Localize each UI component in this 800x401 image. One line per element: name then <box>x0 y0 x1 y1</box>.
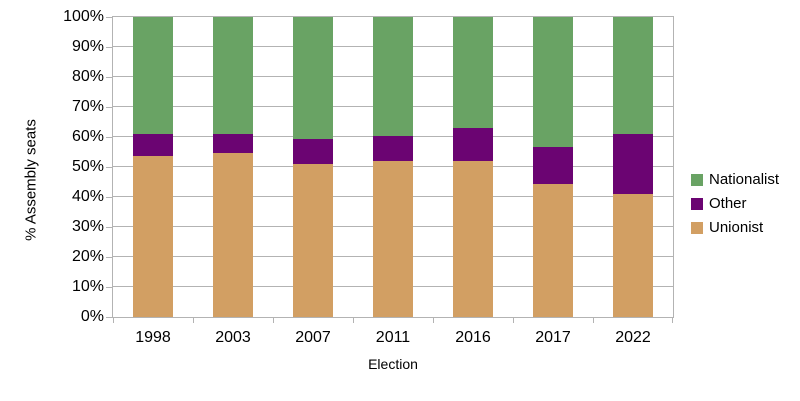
y-tick-label: 90% <box>71 38 104 55</box>
y-tick <box>106 167 113 168</box>
bar-segment-other <box>373 136 413 162</box>
x-tick-label: 1998 <box>135 329 171 346</box>
legend-label: Other <box>709 195 747 212</box>
bar-slot-2011 <box>353 17 433 317</box>
bar-slot-2017 <box>513 17 593 317</box>
y-tick-label: 80% <box>71 68 104 85</box>
x-tick-label: 2007 <box>295 329 331 346</box>
y-tick-label: 70% <box>71 98 104 115</box>
x-tick-label: 2022 <box>615 329 651 346</box>
bar-2016 <box>453 17 493 317</box>
legend: Nationalist Other Unionist <box>691 171 779 236</box>
bar-slot-2016 <box>433 17 513 317</box>
bar-segment-nationalist <box>293 17 333 140</box>
y-tick-label: 50% <box>71 158 104 175</box>
y-axis-tick-labels: 0% 10% 20% 30% 40% 50% 60% 70% 80% 90% 100% <box>0 9 104 325</box>
bar-1998 <box>133 17 173 317</box>
bar-segment-unionist <box>533 183 573 317</box>
x-tick <box>672 317 673 323</box>
bar-2011 <box>373 17 413 317</box>
plot-area <box>106 16 674 323</box>
bar-slot-2007 <box>273 17 353 317</box>
legend-item-nationalist: Nationalist <box>691 171 779 188</box>
bar-slot-2003 <box>193 17 273 317</box>
x-axis-title: Election <box>368 356 418 372</box>
bar-slot-1998 <box>113 17 193 317</box>
x-tick-label: 2017 <box>535 329 571 346</box>
bar-2017 <box>533 17 573 317</box>
bar-segment-unionist <box>133 155 173 317</box>
x-tick <box>353 317 354 323</box>
bar-segment-other <box>293 139 333 165</box>
x-tick <box>113 317 114 323</box>
y-tick-label: 60% <box>71 128 104 145</box>
y-tick <box>106 77 113 78</box>
bar-segment-nationalist <box>453 17 493 129</box>
x-axis-tick-labels: 1998 2003 2007 2011 2016 2017 2022 <box>113 330 673 346</box>
bars-layer <box>113 17 673 317</box>
legend-label: Nationalist <box>709 171 780 188</box>
x-tick-label: 2003 <box>215 329 251 346</box>
bar-slot-2022 <box>593 17 673 317</box>
bar-segment-other <box>533 147 573 184</box>
legend-swatch-other <box>691 197 703 210</box>
bar-segment-nationalist <box>613 17 653 134</box>
bar-segment-unionist <box>213 153 253 317</box>
legend-label: Unionist <box>709 219 764 236</box>
y-tick-label: 100% <box>63 8 104 25</box>
y-tick <box>106 17 113 18</box>
bar-2003 <box>213 17 253 317</box>
x-tick <box>433 317 434 323</box>
legend-item-other: Other <box>691 195 779 212</box>
y-tick <box>106 47 113 48</box>
x-tick <box>193 317 194 323</box>
bar-segment-unionist <box>613 193 653 317</box>
bar-segment-other <box>133 133 173 156</box>
bar-segment-unionist <box>453 161 493 317</box>
bar-segment-other <box>453 128 493 162</box>
y-tick <box>106 137 113 138</box>
bar-segment-other <box>213 133 253 154</box>
x-tick-label: 2016 <box>455 329 491 346</box>
y-tick <box>106 197 113 198</box>
x-tick <box>513 317 514 323</box>
y-tick <box>106 227 113 228</box>
legend-swatch-unionist <box>691 221 703 234</box>
y-tick <box>106 257 113 258</box>
bar-segment-nationalist <box>133 17 173 134</box>
y-tick-label: 30% <box>71 218 104 235</box>
y-tick <box>106 107 113 108</box>
bar-segment-nationalist <box>213 17 253 134</box>
y-tick <box>106 287 113 288</box>
x-tick-label: 2011 <box>375 329 411 346</box>
bar-segment-nationalist <box>373 17 413 137</box>
bar-2022 <box>613 17 653 317</box>
y-tick-label: 20% <box>71 248 104 265</box>
bar-segment-nationalist <box>533 17 573 148</box>
y-tick-label: 40% <box>71 188 104 205</box>
x-tick <box>593 317 594 323</box>
bar-segment-unionist <box>373 161 413 317</box>
y-tick-label: 0% <box>80 308 104 325</box>
y-tick-label: 10% <box>71 278 104 295</box>
bar-2007 <box>293 17 333 317</box>
legend-swatch-nationalist <box>691 173 703 186</box>
legend-item-unionist: Unionist <box>691 219 779 236</box>
bar-segment-other <box>613 133 653 194</box>
x-tick <box>273 317 274 323</box>
y-tick <box>106 317 113 318</box>
bar-segment-unionist <box>293 164 333 317</box>
